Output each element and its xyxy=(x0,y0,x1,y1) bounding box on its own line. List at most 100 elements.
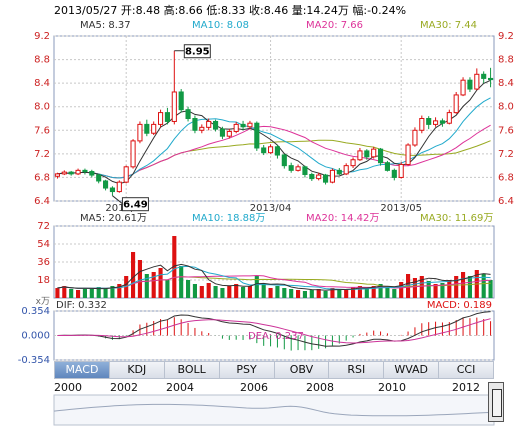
price-candle-body xyxy=(206,120,212,128)
quote-low: 低:8.33 xyxy=(206,4,246,17)
quote-header: 2013/05/27 开:8.48 高:8.66 低:8.33 收:8.46 量… xyxy=(54,2,406,18)
volume-bar xyxy=(131,252,136,298)
volume-axis-label: 36 xyxy=(37,257,50,268)
volume-bar xyxy=(385,287,390,298)
macd-dif-legend: DIF: 0.332 xyxy=(56,300,107,311)
tab-boll[interactable]: BOLL xyxy=(165,362,220,378)
price-axis-left-label: 8.4 xyxy=(34,78,50,89)
tab-psy[interactable]: PSY xyxy=(220,362,275,378)
volume-bar xyxy=(55,288,60,298)
volume-bar xyxy=(117,284,122,298)
price-candle-body xyxy=(371,148,377,158)
price-axis-left-label: 8.8 xyxy=(34,55,50,66)
tab-cci[interactable]: CCI xyxy=(456,363,476,376)
price-annotation-label: 8.95 xyxy=(185,47,210,58)
volume-bar xyxy=(488,280,493,298)
year-label: 2000 xyxy=(54,381,82,394)
volume-bar xyxy=(213,286,218,298)
price-annotation-label: 6.49 xyxy=(123,200,148,211)
price-candle-body xyxy=(171,91,177,122)
quote-change: 幅:-0.24% xyxy=(352,4,407,17)
price-axis-right-label: 7.2 xyxy=(498,149,514,160)
volume-bar xyxy=(275,286,280,298)
price-candle-body xyxy=(178,91,184,111)
volume-unit-label: x万 xyxy=(36,297,50,307)
volume-bar xyxy=(172,236,177,298)
price-axis-right-label: 8.0 xyxy=(498,102,514,113)
price-candle-body xyxy=(240,123,246,128)
price-candle-body xyxy=(226,130,232,137)
price-axis-left-label: 8.0 xyxy=(34,102,50,113)
price-ma10-line xyxy=(57,97,491,179)
volume-bar xyxy=(186,280,191,298)
price-candle-body xyxy=(89,171,95,176)
price-candle-body xyxy=(378,148,384,164)
volume-bar xyxy=(426,281,431,298)
tab-obv[interactable]: OBV xyxy=(275,362,330,378)
price-ma5-line xyxy=(57,79,491,185)
price-candle-body xyxy=(488,77,494,81)
price-candle-body xyxy=(247,122,253,128)
price-candle-body xyxy=(185,109,191,119)
price-candle-body xyxy=(109,187,115,193)
price-candle-body xyxy=(398,163,404,178)
volume-bar xyxy=(254,276,259,298)
price-candle-body xyxy=(199,126,205,131)
price-axis-left-label: 9.2 xyxy=(34,31,50,42)
year-label: 2010 xyxy=(378,381,406,394)
volume-bar xyxy=(344,289,349,298)
price-candle-body xyxy=(158,112,164,125)
range-grip-icon[interactable] xyxy=(492,389,502,417)
volume-bar xyxy=(192,284,197,298)
volume-bar xyxy=(419,276,424,298)
tab-macd[interactable]: MACD xyxy=(55,362,110,378)
volume-bar xyxy=(447,280,452,298)
macd-axis-label: 0.354 xyxy=(21,306,50,317)
price-candle-body xyxy=(54,173,60,177)
price-candle-body xyxy=(426,118,432,125)
volume-bar xyxy=(412,278,417,298)
volume-bar xyxy=(378,284,383,298)
price-candle-body xyxy=(75,169,81,175)
volume-bar xyxy=(103,289,108,298)
price-candle-body xyxy=(439,120,445,124)
volume-ma10-line xyxy=(57,265,491,291)
volume-bar xyxy=(110,286,115,298)
quote-high: 高:8.66 xyxy=(163,4,203,17)
price-axis-right-label: 6.4 xyxy=(498,196,514,207)
price-candle-body xyxy=(364,150,370,158)
macd-dif-line xyxy=(57,311,491,347)
price-axis-right-label: 9.2 xyxy=(498,31,514,42)
volume-bar xyxy=(199,286,204,298)
volume-ma-legend: MA20: 14.42万 xyxy=(306,213,379,224)
price-candle-body xyxy=(82,169,88,173)
volume-bar xyxy=(454,276,459,298)
volume-bar xyxy=(234,284,239,298)
overview-frame xyxy=(53,394,495,426)
overview-range-handle[interactable] xyxy=(488,382,504,422)
price-candle-body xyxy=(391,169,397,178)
volume-bar xyxy=(351,287,356,298)
year-label: 2004 xyxy=(166,381,194,394)
macd-axis-label: -0.354 xyxy=(18,355,50,366)
tab-wvad[interactable]: WVAD xyxy=(384,362,440,378)
price-candle-body xyxy=(192,118,198,131)
price-candle-body xyxy=(460,79,466,96)
volume-bar xyxy=(440,283,445,298)
volume-bar xyxy=(399,282,404,298)
volume-bar xyxy=(337,290,342,298)
quote-date: 2013/05/27 xyxy=(54,4,118,17)
tab-rsi[interactable]: RSI xyxy=(329,362,385,378)
volume-bar xyxy=(289,289,294,298)
macd-axis-label: 0.000 xyxy=(21,331,50,342)
volume-bar xyxy=(144,274,149,298)
volume-axis-label: 54 xyxy=(37,239,50,250)
year-label: 2002 xyxy=(110,381,138,394)
price-axis-right-label: 7.6 xyxy=(498,125,514,136)
volume-ma5-line xyxy=(57,263,491,291)
volume-bar xyxy=(165,280,170,298)
tab-kdj[interactable]: KDJ xyxy=(110,362,165,378)
volume-bar xyxy=(371,286,376,298)
price-candle-body xyxy=(343,165,349,175)
